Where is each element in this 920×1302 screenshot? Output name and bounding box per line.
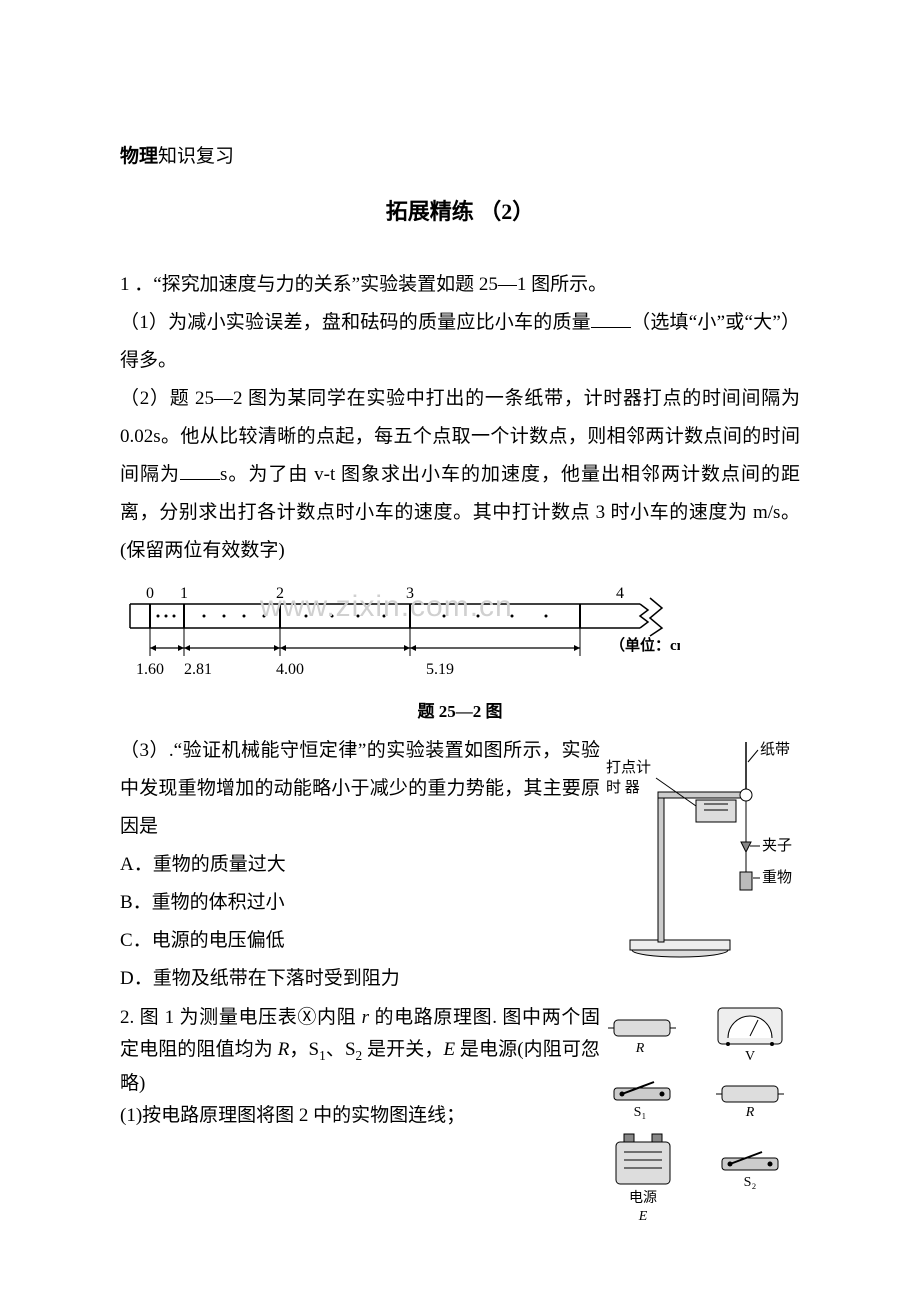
lbl-weight: 重物 bbox=[762, 869, 792, 886]
q1-part3-text: （3）.“验证机械能守恒定律”的实验装置如图所示，实验中发现重物增加的动能略小于… bbox=[120, 732, 600, 998]
blank-1 bbox=[591, 308, 631, 328]
comp-resistor-mid: R bbox=[716, 1086, 784, 1120]
comp-resistor-top: R bbox=[608, 1020, 676, 1056]
page: 物理知识复习 拓展精练 （2） 1 ．“探究加速度与力的关系”实验装置如题 25… bbox=[0, 0, 920, 1302]
q1-options: A．重物的质量过大 B．重物的体积过小 C．电源的电压偏低 D．重物及纸带在下落… bbox=[120, 846, 600, 998]
tape-figure: 0 1 2 3 4 bbox=[120, 576, 800, 691]
opt-b: B．重物的体积过小 bbox=[120, 884, 600, 922]
comp-switch-s2: S₂ bbox=[722, 1152, 778, 1190]
lbl-tape: 纸带 bbox=[760, 741, 790, 758]
comp-voltmeter: V bbox=[718, 1008, 782, 1064]
tape-caption: 题 25—2 图 bbox=[120, 697, 800, 722]
dim-3: 4.00 bbox=[276, 661, 304, 678]
q2-s1: 1 bbox=[319, 1048, 326, 1063]
opt-a: A．重物的质量过大 bbox=[120, 846, 600, 884]
q1-stem: 1 ．“探究加速度与力的关系”实验装置如题 25—1 图所示。 bbox=[120, 266, 800, 304]
q1-part1: （1）为减小实验误差，盘和砝码的质量应比小车的质量（选填“小”或“大”）得多。 bbox=[120, 304, 800, 380]
components-figure: R V S₁ bbox=[600, 1002, 800, 1257]
q2-l1c: ，S bbox=[289, 1039, 319, 1060]
opt-d: D．重物及纸带在下落时受到阻力 bbox=[120, 960, 600, 998]
q2-l1a: 2. 图 1 为测量电压表Ⓧ内阻 bbox=[120, 1007, 362, 1028]
lbl-timer1: 打点计 bbox=[606, 759, 651, 776]
lbl-R-mid: R bbox=[745, 1105, 755, 1120]
tape-svg: 0 1 2 3 4 bbox=[120, 576, 680, 686]
q2-text: 2. 图 1 为测量电压表Ⓧ内阻 r 的电路原理图. 图中两个固定电阻的阻值均为… bbox=[120, 1002, 600, 1132]
comp-battery: 电源 E bbox=[616, 1134, 670, 1224]
q1-p3: （3）.“验证机械能守恒定律”的实验装置如图所示，实验中发现重物增加的动能略小于… bbox=[120, 732, 600, 846]
q1-p1a: （1）为减小实验误差，盘和砝码的质量应比小车的质量 bbox=[120, 312, 591, 333]
q2-l1e: 是开关， bbox=[362, 1039, 443, 1060]
q2-line1: 2. 图 1 为测量电压表Ⓧ内阻 r 的电路原理图. 图中两个固定电阻的阻值均为… bbox=[120, 1002, 600, 1100]
tape-lbl-1: 1 bbox=[180, 585, 188, 602]
lbl-clip: 夹子 bbox=[762, 837, 792, 854]
device-svg: 打点计 时 器 纸带 夹子 重物 bbox=[600, 732, 800, 962]
dim-2: 2.81 bbox=[184, 661, 212, 678]
device-figure: 打点计 时 器 纸带 夹子 重物 bbox=[600, 732, 800, 967]
comp-switch-s1: S₁ bbox=[614, 1082, 670, 1120]
section-header: 物理知识复习 bbox=[120, 140, 800, 174]
q1-part2: （2）题 25—2 图为某同学在实验中打出的一条纸带，计时器打点的时间间隔为0.… bbox=[120, 380, 800, 570]
lbl-V: V bbox=[745, 1049, 755, 1064]
q1-part3-row: （3）.“验证机械能守恒定律”的实验装置如图所示，实验中发现重物增加的动能略小于… bbox=[120, 732, 800, 998]
q2-R: R bbox=[278, 1039, 290, 1060]
q1-p2b: s。为了由 v-t 图象求出小车的加速度，他量出相邻两计数点间的距离，分别求出打… bbox=[120, 464, 800, 561]
tape-lbl-3: 3 bbox=[406, 585, 414, 602]
tape-lbl-2: 2 bbox=[276, 585, 284, 602]
lbl-S1: S₁ bbox=[634, 1105, 647, 1120]
lbl-R-top: R bbox=[635, 1041, 645, 1056]
q2-line2: (1)按电路原理图将图 2 中的实物图连线； bbox=[120, 1100, 600, 1132]
q2-r: r bbox=[362, 1007, 369, 1028]
header-rest: 知识复习 bbox=[158, 146, 234, 167]
dim-4: 5.19 bbox=[426, 661, 454, 678]
components-svg: R V S₁ bbox=[600, 1002, 800, 1252]
opt-c: C．电源的电压偏低 bbox=[120, 922, 600, 960]
page-title: 拓展精练 （2） bbox=[120, 194, 800, 226]
lbl-timer2: 时 器 bbox=[606, 779, 640, 796]
q2-E: E bbox=[443, 1039, 455, 1060]
q2-row: 2. 图 1 为测量电压表Ⓧ内阻 r 的电路原理图. 图中两个固定电阻的阻值均为… bbox=[120, 1002, 800, 1257]
tape-lbl-4: 4 bbox=[616, 585, 624, 602]
blank-2 bbox=[180, 460, 220, 480]
tape-lbl-0: 0 bbox=[146, 585, 154, 602]
dim-1: 1.60 bbox=[136, 661, 164, 678]
lbl-E: E bbox=[638, 1209, 648, 1224]
lbl-S2: S₂ bbox=[744, 1175, 757, 1190]
header-bold: 物理 bbox=[120, 146, 158, 167]
lbl-E-cn: 电源 bbox=[629, 1190, 657, 1206]
tape-unit: （单位：cm） bbox=[610, 636, 680, 654]
q2-l1d: 、S bbox=[326, 1039, 356, 1060]
